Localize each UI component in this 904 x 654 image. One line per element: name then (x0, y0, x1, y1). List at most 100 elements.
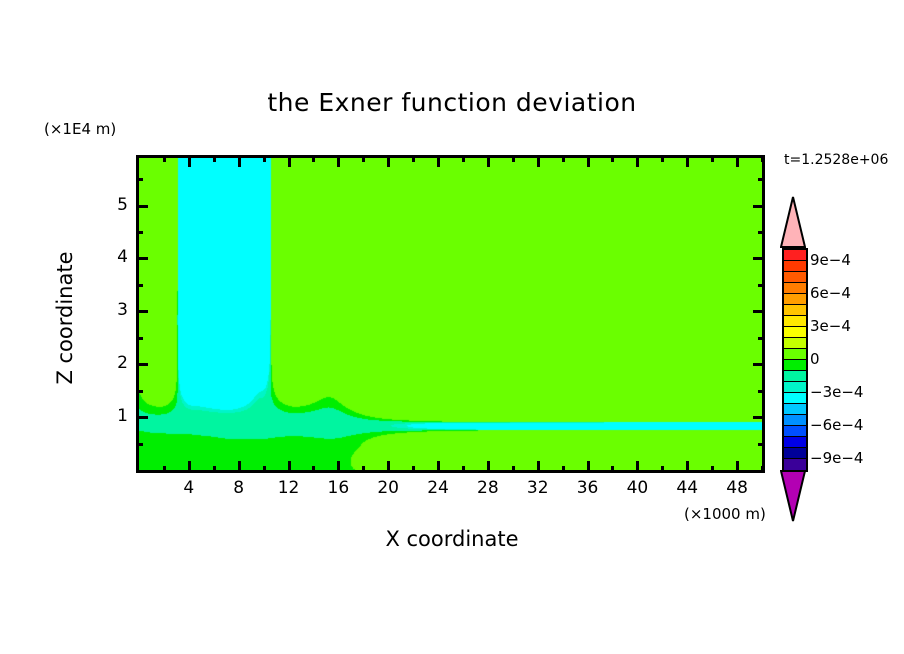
x-tick-24 (437, 461, 441, 473)
x-tick-label-4: 4 (183, 478, 195, 498)
x-tick-20 (387, 461, 391, 473)
x-minor-tick (262, 466, 266, 473)
y-tick-3 (136, 310, 148, 314)
x-minor-tick (761, 466, 764, 473)
x-minor-tick (362, 155, 366, 162)
colorbar-band-8 (784, 337, 806, 349)
x-minor-tick (761, 155, 764, 162)
colorbar-band-2 (784, 271, 806, 283)
x-tick-32 (536, 461, 540, 473)
y-minor-tick (136, 442, 143, 446)
colorbar-band-3 (784, 282, 806, 294)
colorbar-band-7 (784, 326, 806, 338)
y-minor-tick (758, 283, 765, 287)
colorbar-band-10 (784, 359, 806, 371)
y-minor-tick (758, 336, 765, 340)
colorbar-band-16 (784, 425, 806, 437)
x-minor-tick (212, 155, 216, 162)
x-minor-tick (312, 155, 316, 162)
x-axis-unit-label: (×1000 m) (684, 505, 766, 523)
x-minor-tick (661, 155, 665, 162)
colorbar-band-9 (784, 348, 806, 360)
colorbar-band-17 (784, 436, 806, 448)
x-tick-40 (636, 461, 640, 473)
colorbar-label-0: 9e−4 (810, 251, 851, 269)
x-minor-tick (412, 466, 416, 473)
colorbar-label-1: 6e−4 (810, 284, 851, 302)
y-minor-tick (136, 231, 143, 235)
x-tick-44 (686, 155, 690, 167)
y-tick-4 (136, 257, 148, 261)
x-tick-label-44: 44 (676, 478, 699, 498)
x-tick-16 (337, 155, 341, 167)
colorbar-label-5: −6e−4 (810, 416, 864, 434)
colorbar-under-cap (779, 470, 807, 522)
x-minor-tick (611, 155, 615, 162)
x-minor-tick (711, 155, 715, 162)
y-minor-tick (758, 389, 765, 393)
x-tick-28 (486, 461, 490, 473)
y-tick-4 (753, 257, 765, 261)
colorbar-band-18 (784, 447, 806, 459)
y-tick-5 (753, 204, 765, 208)
x-tick-label-16: 16 (327, 478, 350, 498)
colorbar-band-6 (784, 315, 806, 327)
y-tick-5 (136, 204, 148, 208)
x-minor-tick (262, 155, 266, 162)
y-axis-unit-label: (×1E4 m) (44, 120, 117, 138)
timestamp-annotation: t=1.2528e+06 (784, 152, 889, 168)
colorbar-label-2: 3e−4 (810, 317, 851, 335)
colorbar-over-cap (779, 196, 807, 248)
colorbar[interactable] (782, 248, 808, 472)
x-tick-4 (187, 155, 191, 167)
y-tick-label-2: 2 (117, 353, 128, 374)
y-minor-tick (758, 442, 765, 446)
contour-field (139, 158, 762, 470)
x-tick-48 (736, 461, 740, 473)
y-minor-tick (758, 178, 765, 182)
contour-plot-area[interactable] (136, 155, 765, 473)
y-tick-3 (753, 310, 765, 314)
y-tick-2 (136, 363, 148, 367)
x-minor-tick (561, 466, 565, 473)
y-minor-tick (136, 283, 143, 287)
x-tick-32 (536, 155, 540, 167)
x-minor-tick (511, 466, 515, 473)
x-tick-20 (387, 155, 391, 167)
colorbar-band-12 (784, 381, 806, 393)
x-tick-label-32: 32 (526, 478, 549, 498)
y-axis-title: Z coordinate (53, 251, 77, 385)
x-tick-48 (736, 155, 740, 167)
colorbar-label-4: −3e−4 (810, 383, 864, 401)
x-minor-tick (511, 155, 515, 162)
y-minor-tick (136, 336, 143, 340)
x-tick-label-36: 36 (576, 478, 599, 498)
x-tick-44 (686, 461, 690, 473)
x-tick-36 (586, 155, 590, 167)
x-minor-tick (162, 155, 166, 162)
colorbar-band-4 (784, 293, 806, 305)
x-tick-label-40: 40 (626, 478, 649, 498)
colorbar-band-14 (784, 403, 806, 415)
x-minor-tick (461, 155, 465, 162)
colorbar-label-6: −9e−4 (810, 449, 864, 467)
y-tick-label-4: 4 (117, 247, 128, 268)
y-tick-label-1: 1 (117, 406, 128, 427)
x-tick-label-20: 20 (377, 478, 399, 498)
x-tick-36 (586, 461, 590, 473)
y-minor-tick (136, 389, 143, 393)
x-tick-28 (486, 155, 490, 167)
colorbar-band-1 (784, 260, 806, 272)
colorbar-band-0 (784, 250, 806, 261)
colorbar-band-11 (784, 370, 806, 382)
x-axis-title: X coordinate (385, 527, 519, 551)
y-minor-tick (758, 231, 765, 235)
x-minor-tick (212, 466, 216, 473)
x-tick-16 (337, 461, 341, 473)
x-tick-4 (187, 461, 191, 473)
x-minor-tick (561, 155, 565, 162)
y-tick-label-3: 3 (117, 300, 128, 321)
colorbar-band-5 (784, 304, 806, 316)
x-tick-12 (287, 461, 291, 473)
x-minor-tick (362, 466, 366, 473)
